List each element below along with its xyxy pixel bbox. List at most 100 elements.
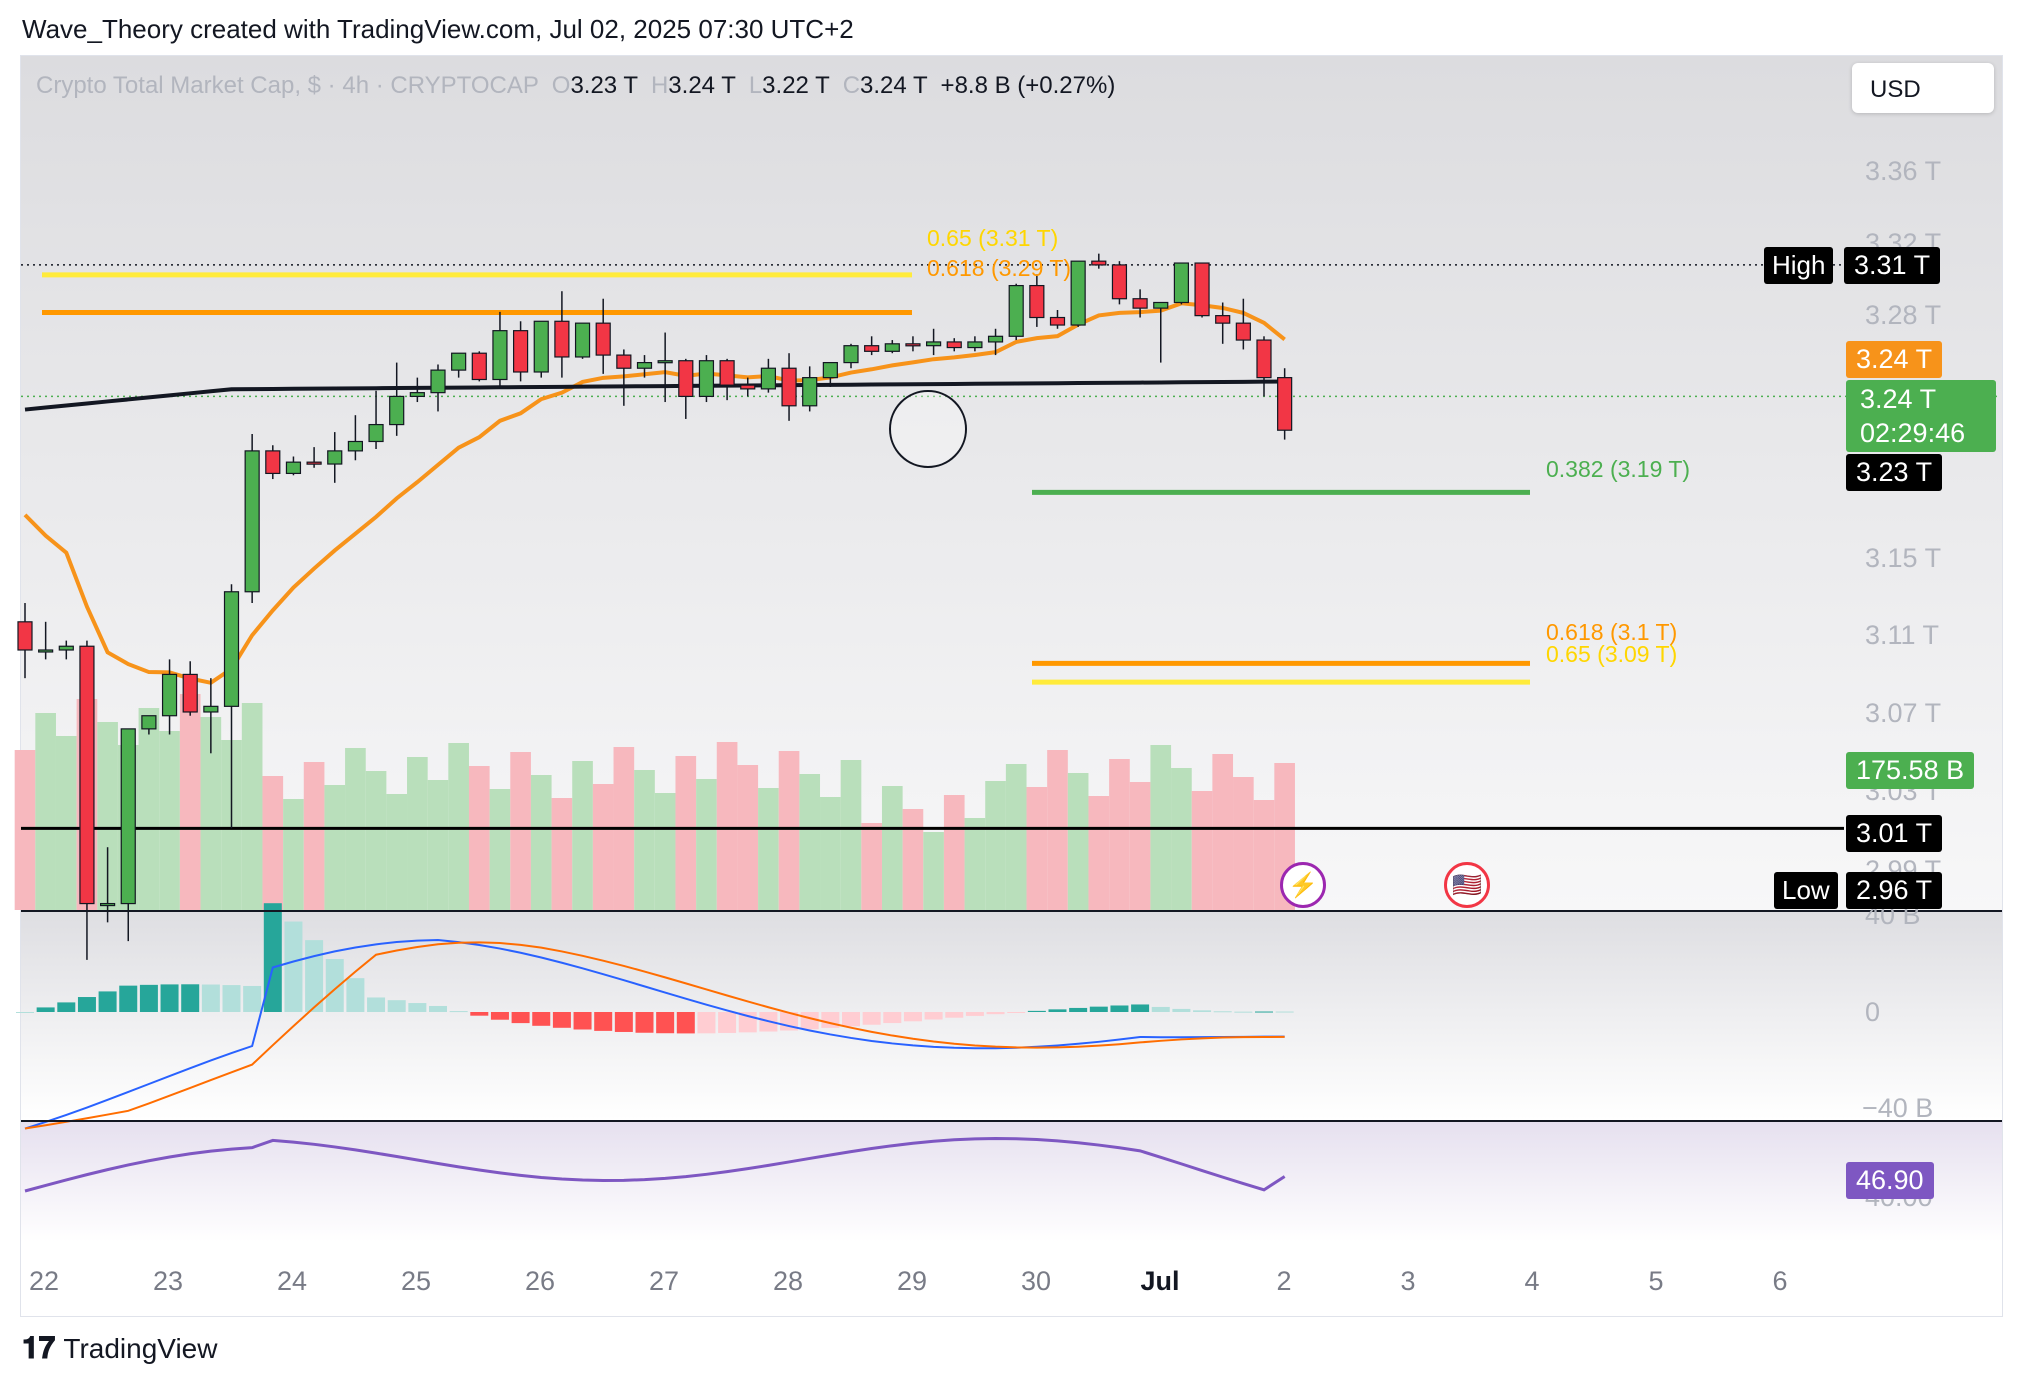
volume-bar bbox=[572, 761, 593, 910]
candle bbox=[38, 621, 54, 660]
macd-histogram-bar bbox=[1089, 1006, 1108, 1012]
candle-body bbox=[79, 645, 95, 905]
rsi-line bbox=[24, 1137, 1286, 1193]
tradingview-footer[interactable]: 𝟏𝟕 TradingView bbox=[22, 1332, 217, 1366]
macd-histogram-bar bbox=[36, 1007, 55, 1012]
macd-histogram-bar bbox=[243, 985, 262, 1012]
last-price-value: 3.24 T bbox=[1860, 384, 1937, 414]
macd-histogram-bar bbox=[1255, 1011, 1273, 1013]
volume-bar bbox=[1026, 787, 1048, 910]
x-tick: Jul bbox=[1140, 1266, 1180, 1296]
candle-body bbox=[1256, 339, 1272, 379]
volume-bar bbox=[138, 708, 160, 910]
macd-histogram-bar bbox=[965, 1012, 984, 1016]
macd-histogram-bar bbox=[16, 1012, 34, 1013]
candle bbox=[1277, 368, 1293, 440]
low-label: L bbox=[748, 72, 763, 99]
macd-histogram-bar bbox=[263, 903, 282, 1012]
bar-countdown: 02:29:46 bbox=[1860, 418, 1966, 448]
macd-histogram-bar bbox=[284, 921, 303, 1012]
candle-body bbox=[306, 461, 322, 465]
volume-bar bbox=[1088, 796, 1110, 910]
candle bbox=[884, 340, 900, 354]
candle bbox=[120, 728, 136, 942]
macd-histogram-bar bbox=[1007, 1012, 1026, 1013]
chart-frame[interactable] bbox=[20, 55, 2003, 1317]
candle bbox=[657, 332, 673, 403]
volume-bar bbox=[324, 785, 346, 910]
macd-histogram-bar bbox=[1172, 1008, 1191, 1012]
candle bbox=[905, 336, 921, 352]
macd-histogram-bar bbox=[924, 1012, 943, 1020]
x-tick: 4 bbox=[1524, 1266, 1540, 1296]
candle-body bbox=[471, 352, 487, 381]
candle-body bbox=[905, 343, 921, 347]
candle-body bbox=[760, 367, 777, 390]
candle bbox=[182, 661, 198, 716]
fib-label-0382: 0.382 (3.19 T) bbox=[1546, 456, 1691, 482]
candle-body bbox=[967, 341, 983, 349]
macd-histogram-bar bbox=[1275, 1011, 1294, 1013]
macd-line bbox=[24, 939, 1285, 1130]
volume-bar bbox=[386, 794, 408, 910]
macd-histogram-bar bbox=[1048, 1009, 1067, 1012]
macd-histogram-bar bbox=[883, 1012, 902, 1024]
volume-bar bbox=[489, 789, 511, 910]
candle-body bbox=[802, 377, 818, 407]
volume-bar bbox=[1233, 777, 1254, 910]
volume-bar bbox=[1212, 754, 1234, 910]
x-tick: 3 bbox=[1400, 1266, 1416, 1296]
macd-histogram-bar bbox=[614, 1012, 633, 1032]
candle-body bbox=[884, 343, 900, 352]
candle bbox=[1132, 289, 1148, 318]
volume-badge: 175.58 B bbox=[1846, 752, 1975, 789]
volume-bar bbox=[654, 793, 676, 910]
volume-bar bbox=[530, 775, 552, 910]
candle-body bbox=[925, 341, 942, 347]
candle bbox=[946, 338, 962, 352]
macd-histogram-bar bbox=[1234, 1011, 1253, 1013]
fib-label-top-065: 0.65 (3.31 T) bbox=[927, 225, 1059, 251]
candle-body bbox=[698, 360, 715, 398]
x-tick: 5 bbox=[1648, 1266, 1664, 1296]
open-label: O bbox=[551, 72, 571, 99]
volume-bar bbox=[365, 771, 387, 910]
candle bbox=[698, 355, 715, 403]
macd-histogram-bar bbox=[697, 1012, 716, 1034]
volume-bar bbox=[55, 736, 77, 910]
volume-bar bbox=[1109, 759, 1130, 910]
macd-histogram-bar bbox=[1193, 1010, 1212, 1012]
candle-body bbox=[781, 367, 797, 407]
macd-histogram-bar bbox=[201, 984, 220, 1012]
candle-body bbox=[1111, 264, 1128, 300]
macd-histogram-bar bbox=[470, 1012, 489, 1016]
volume-bar bbox=[551, 798, 573, 910]
candle-body bbox=[987, 335, 1004, 343]
candle-body bbox=[595, 322, 611, 356]
rsi-value-badge: 46.90 bbox=[1846, 1162, 1934, 1199]
macd-histogram-bar bbox=[57, 1002, 76, 1012]
x-tick: 30 bbox=[1020, 1266, 1052, 1296]
candle bbox=[1008, 283, 1024, 341]
macd-histogram-bar bbox=[573, 1012, 592, 1030]
candle-body bbox=[265, 450, 281, 475]
volume-bar bbox=[985, 781, 1006, 910]
candle-body bbox=[409, 392, 425, 398]
candle-body bbox=[1029, 284, 1045, 319]
candle bbox=[1235, 298, 1251, 350]
candle bbox=[451, 352, 467, 378]
low-price-badge: 2.96 T bbox=[1846, 872, 1943, 909]
us-flag-event-icon[interactable]: 🇺🇸 bbox=[1444, 862, 1490, 908]
volume-bar bbox=[303, 762, 325, 910]
lightning-event-icon[interactable]: ⚡ bbox=[1280, 862, 1326, 908]
macd-histogram-bar bbox=[718, 1012, 737, 1033]
candles-layer bbox=[17, 253, 1293, 960]
candle-body bbox=[719, 360, 735, 386]
footer-brand: TradingView bbox=[63, 1333, 218, 1364]
currency-button[interactable]: USD bbox=[1852, 63, 1994, 113]
last-price-badge: 3.24 T 02:29:46 bbox=[1846, 380, 1996, 452]
macd-histogram-bar bbox=[160, 984, 179, 1012]
x-tick: 22 bbox=[28, 1266, 60, 1296]
candle bbox=[1256, 336, 1272, 397]
